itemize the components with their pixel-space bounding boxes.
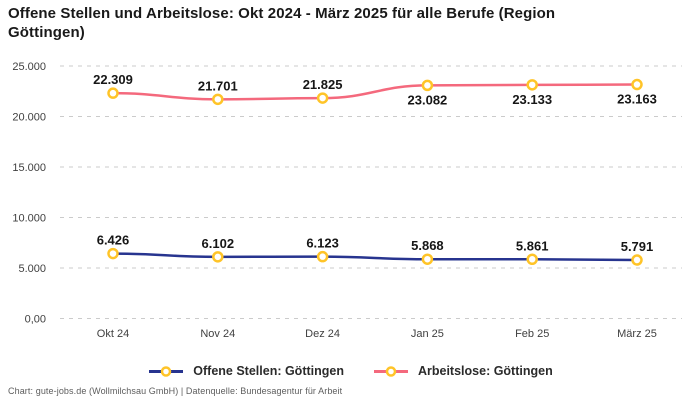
data-point-marker — [421, 79, 434, 92]
data-point-label: 6.426 — [97, 233, 130, 248]
legend-item-offene-stellen: Offene Stellen: Göttingen — [147, 364, 344, 378]
y-tick-label: 5.000 — [18, 263, 46, 275]
chart-title: Offene Stellen und Arbeitslose: Okt 2024… — [8, 5, 556, 41]
legend-line-marker-icon — [373, 365, 408, 377]
data-point-label: 6.102 — [202, 236, 235, 251]
y-tick-label: 0,00 — [25, 314, 46, 326]
line-chart: 0,00 5.000 10.000 15.000 20.000 25.000 Okt 24 N… — [12, 61, 682, 340]
data-point-label: 5.868 — [411, 238, 444, 253]
attribution: Chart: gute-jobs.de (Wollmilchsau GmbH) … — [8, 386, 343, 396]
y-tick-label: 25.000 — [12, 61, 46, 73]
legend-label: Offene Stellen: Göttingen — [193, 364, 344, 378]
data-point-label: 21.825 — [303, 77, 343, 92]
series-line-arbeitslose-g-ttingen — [111, 83, 639, 101]
data-point-marker — [107, 87, 119, 99]
plot-area: 0,00 5.000 10.000 15.000 20.000 25.000 Okt 24 N… — [0, 55, 700, 350]
legend-label: Arbeitslose: Göttingen — [417, 364, 553, 378]
data-point-marker — [316, 250, 329, 263]
data-point-label: 5.861 — [516, 238, 549, 253]
data-point-label: 21.701 — [198, 78, 238, 93]
series-line-offene-stellen-g-ttingen — [111, 252, 639, 262]
data-point-label: 23.082 — [408, 92, 448, 107]
data-point-marker — [421, 253, 434, 265]
data-point-marker — [212, 93, 224, 106]
x-tick-label: März 25 — [617, 328, 657, 340]
x-tick-label: Dez 24 — [305, 328, 340, 340]
legend-item-arbeitslose: Arbeitslose: Göttingen — [372, 364, 553, 378]
data-point-label: 23.163 — [617, 92, 657, 107]
data-point-marker — [631, 78, 643, 91]
data-point-label: 6.123 — [306, 236, 339, 251]
data-point-marker — [526, 79, 538, 91]
x-tick-label: Jan 25 — [411, 328, 444, 340]
legend-ring-marker-icon — [385, 365, 397, 377]
data-point-label: 23.133 — [512, 92, 552, 107]
data-point-marker — [316, 92, 329, 104]
data-point-label: 22.309 — [93, 72, 133, 87]
x-tick-label: Feb 25 — [515, 328, 549, 340]
data-point-marker — [631, 254, 643, 266]
y-tick-label: 15.000 — [12, 162, 46, 174]
data-point-marker — [212, 251, 224, 263]
legend: Offene Stellen: Göttingen Arbeitslose: G… — [0, 359, 700, 383]
data-point-label: 5.791 — [621, 239, 654, 254]
x-tick-label: Okt 24 — [97, 328, 129, 340]
legend-line-marker-icon — [149, 365, 184, 377]
x-tick-label: Nov 24 — [200, 328, 235, 340]
data-point-marker — [107, 247, 119, 260]
y-tick-label: 20.000 — [12, 112, 46, 124]
legend-ring-marker-icon — [161, 365, 172, 377]
data-point-marker — [526, 253, 538, 266]
y-tick-label: 10.000 — [12, 213, 46, 225]
